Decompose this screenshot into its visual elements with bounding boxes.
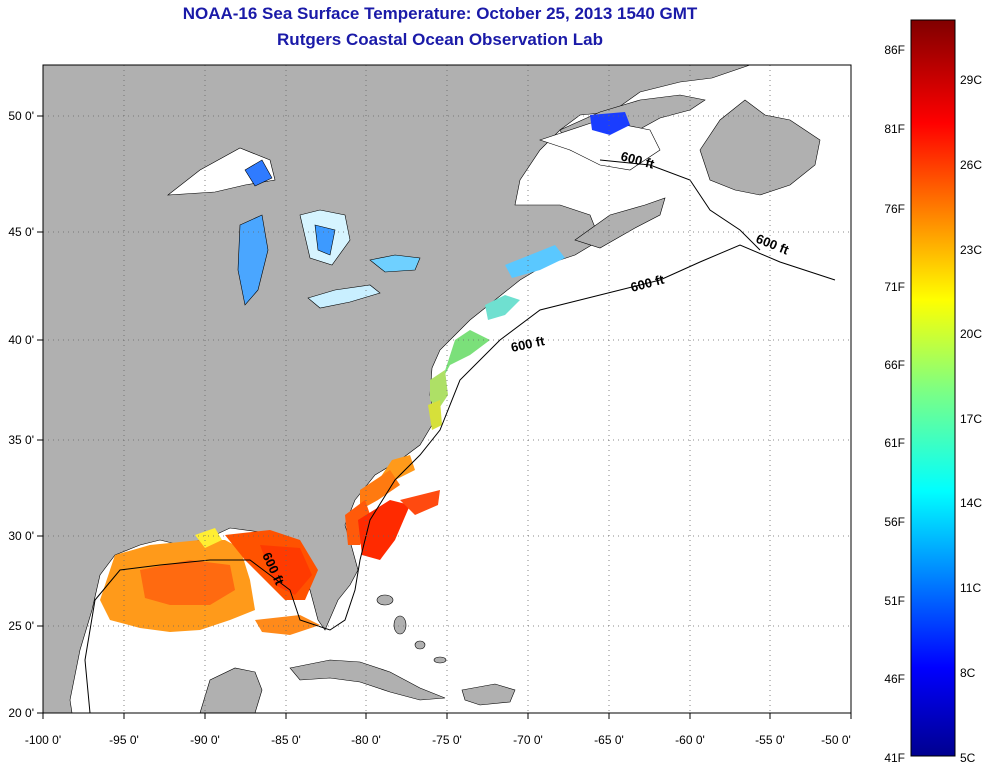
map-title: NOAA-16 Sea Surface Temperature: October… xyxy=(182,4,698,23)
lon-tick: -70 0' xyxy=(513,733,543,747)
colorbar-f-label: 71F xyxy=(884,280,905,294)
colorbar-f-labels: 86F 81F 76F 71F 66F 61F 56F 51F 46F 41F xyxy=(884,43,905,765)
colorbar-f-label: 86F xyxy=(884,43,905,57)
lon-tick: -90 0' xyxy=(190,733,220,747)
great-lakes xyxy=(167,147,421,309)
axis-ticks xyxy=(37,115,852,719)
map-layers: 600 ft 600 ft 600 ft 600 ft 600 ft xyxy=(43,65,851,713)
colorbar-f-label: 51F xyxy=(884,594,905,608)
lat-tick: 20 0' xyxy=(8,706,34,720)
lon-tick: -75 0' xyxy=(432,733,462,747)
land-nova-scotia xyxy=(574,197,666,249)
lat-tick: 50 0' xyxy=(8,109,34,123)
colorbar xyxy=(910,19,956,757)
lon-tick: -50 0' xyxy=(821,733,851,747)
land-bahamas xyxy=(376,594,447,664)
colorbar-f-label: 46F xyxy=(884,672,905,686)
land-cuba xyxy=(289,659,446,701)
lon-tick: -55 0' xyxy=(755,733,785,747)
colorbar-c-labels: 29C 26C 23C 20C 17C 14C 11C 8C 5C xyxy=(960,73,982,765)
lon-tick-labels: -100 0' -95 0' -90 0' -85 0' -80 0' -75 … xyxy=(25,733,851,747)
colorbar-c-label: 26C xyxy=(960,158,982,172)
lat-tick: 30 0' xyxy=(8,529,34,543)
lat-tick-labels: 20 0' 25 0' 30 0' 35 0' 40 0' 45 0' 50 0… xyxy=(8,109,34,720)
land-hispaniola xyxy=(461,683,516,706)
lon-tick: -85 0' xyxy=(271,733,301,747)
isobath-600ft xyxy=(84,244,836,713)
land-north-america xyxy=(43,65,751,713)
land-yucatan xyxy=(199,667,263,713)
lon-tick: -65 0' xyxy=(594,733,624,747)
lat-tick: 45 0' xyxy=(8,225,34,239)
colorbar-f-label: 41F xyxy=(884,751,905,765)
isobath-600ft-north xyxy=(599,159,761,251)
colorbar-f-label: 76F xyxy=(884,202,905,216)
colorbar-c-label: 23C xyxy=(960,243,982,257)
isobath-label: 600 ft xyxy=(510,333,547,355)
lat-tick: 35 0' xyxy=(8,433,34,447)
colorbar-c-label: 5C xyxy=(960,751,976,765)
lon-tick: -95 0' xyxy=(109,733,139,747)
colorbar-c-label: 11C xyxy=(960,581,981,595)
colorbar-f-label: 61F xyxy=(884,436,905,450)
colorbar-f-label: 66F xyxy=(884,358,905,372)
colorbar-c-label: 20C xyxy=(960,327,982,341)
colorbar-f-label: 56F xyxy=(884,515,905,529)
lon-tick: -80 0' xyxy=(351,733,381,747)
graticule xyxy=(43,65,851,713)
lat-tick: 25 0' xyxy=(8,619,34,633)
colorbar-c-label: 29C xyxy=(960,73,982,87)
colorbar-f-label: 81F xyxy=(884,122,905,136)
lon-tick: -100 0' xyxy=(25,733,61,747)
lon-tick: -60 0' xyxy=(675,733,705,747)
colorbar-c-label: 8C xyxy=(960,666,976,680)
land-newfoundland xyxy=(699,99,821,196)
sst-field xyxy=(100,112,661,635)
colorbar-c-label: 17C xyxy=(960,412,982,426)
lat-tick: 40 0' xyxy=(8,333,34,347)
colorbar-c-label: 14C xyxy=(960,496,982,510)
map-subtitle: Rutgers Coastal Ocean Observation Lab xyxy=(277,30,603,49)
